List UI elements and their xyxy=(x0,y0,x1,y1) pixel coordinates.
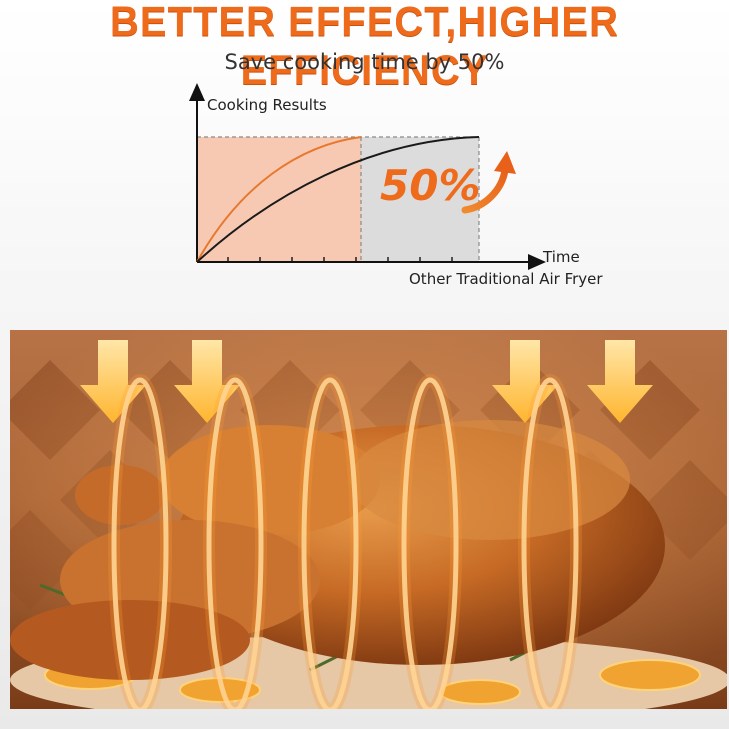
heat-loop-glow xyxy=(108,374,582,709)
percent-badge: 50% xyxy=(380,161,481,210)
x-ticks xyxy=(227,257,453,262)
heat-loop-icon xyxy=(111,377,579,709)
traditional-curve xyxy=(196,136,480,263)
subtitle: Save cooking time by 50% xyxy=(224,50,505,74)
roast-chicken xyxy=(10,420,665,680)
x-caption: Other Traditional Air Fryer xyxy=(409,270,603,288)
x-axis-label: Time xyxy=(542,248,580,266)
curved-up-arrow-icon xyxy=(461,151,516,214)
headline: BETTER EFFECT,HIGHER EFFICIENCY xyxy=(110,0,619,94)
roast-chicken-photo xyxy=(10,330,727,709)
cooking-time-chart: Cooking Results Time Other Traditional A… xyxy=(189,83,603,288)
traditional-zone xyxy=(361,137,479,262)
y-axis-label: Cooking Results xyxy=(207,96,327,114)
fast-cooking-curve xyxy=(196,136,362,263)
